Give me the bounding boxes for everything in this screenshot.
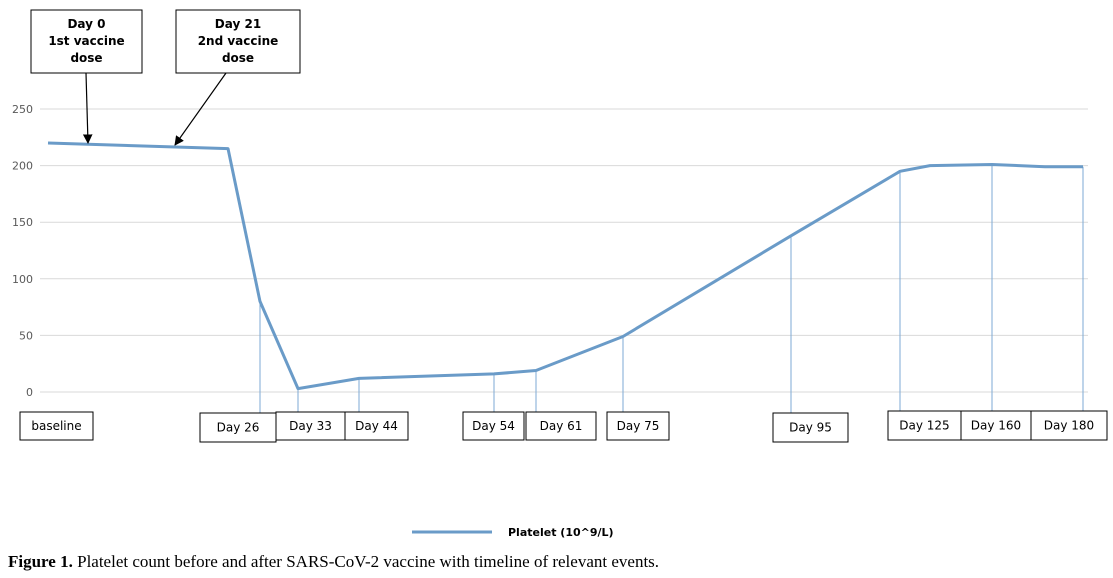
- timepoint-box: Day 44: [344, 411, 409, 441]
- callout-line: Day 0: [67, 17, 105, 31]
- callout-line: 1st vaccine: [48, 34, 124, 48]
- x-tick-label: Day 125: [899, 419, 949, 433]
- timepoint-box: Day 33: [275, 411, 346, 441]
- timepoint-box: Day 180: [1030, 410, 1108, 441]
- timepoint-box: Day 125: [887, 410, 962, 441]
- timepoint-box: Day 95: [772, 412, 849, 443]
- x-tick-label: Day 160: [971, 419, 1021, 433]
- series-platelet: [47, 141, 1083, 391]
- x-tick-label: baseline: [31, 419, 81, 433]
- y-tick-label: 50: [19, 329, 33, 342]
- y-tick-label: 100: [12, 273, 33, 286]
- callout-line: Day 21: [215, 17, 261, 31]
- vaccine-dose-callout: Day 0 1st vaccine dose: [30, 9, 143, 144]
- timepoint-box: Day 26: [199, 412, 277, 443]
- callout-arrow: [174, 72, 227, 146]
- timepoint-labels: baseline Day 26 Day 33 Day 44 Day 54 Day 61 Da…: [19, 410, 1108, 443]
- vaccine-dose-callout: Day 21 2nd vaccine dose: [174, 9, 301, 146]
- timepoint-box: Day 160: [960, 410, 1032, 441]
- legend-label: Platelet (10^9/L): [508, 526, 614, 539]
- gridlines: [40, 108, 1088, 393]
- timepoint-box: Day 54: [462, 411, 525, 441]
- x-tick-label: Day 61: [540, 419, 583, 433]
- callout-line: 2nd vaccine: [198, 34, 279, 48]
- figure-caption: Figure 1. Platelet count before and afte…: [8, 552, 659, 572]
- caption-text: Platelet count before and after SARS-CoV…: [72, 552, 660, 571]
- x-tick-label: Day 95: [789, 421, 832, 435]
- timepoint-box: baseline: [19, 411, 94, 441]
- y-tick-label: 0: [26, 386, 33, 399]
- series-line: [47, 141, 1083, 391]
- callout-line: dose: [222, 51, 254, 65]
- y-tick-label: 200: [12, 160, 33, 173]
- y-tick-label: 150: [12, 216, 33, 229]
- y-axis-ticks: 0 50 100 150 200 250: [12, 103, 33, 399]
- x-tick-label: Day 54: [472, 419, 515, 433]
- x-tick-label: Day 33: [289, 419, 332, 433]
- platelet-chart: 0 50 100 150 200 250 baseline Day 26 Day 33 Day …: [12, 9, 1108, 539]
- callout-line: dose: [70, 51, 102, 65]
- x-tick-label: Day 44: [355, 419, 398, 433]
- event-callouts: Day 0 1st vaccine dose Day 21 2nd vaccine dos…: [30, 9, 301, 146]
- callout-arrow: [82, 72, 93, 144]
- y-tick-label: 250: [12, 103, 33, 116]
- legend: Platelet (10^9/L): [412, 526, 614, 539]
- x-tick-label: Day 75: [617, 419, 660, 433]
- figure-label: Figure 1.: [8, 552, 73, 571]
- x-tick-label: Day 180: [1044, 419, 1094, 433]
- timepoint-box: Day 75: [606, 411, 670, 441]
- timepoint-box: Day 61: [525, 411, 597, 441]
- x-tick-label: Day 26: [217, 421, 260, 435]
- drop-lines: [259, 164, 1084, 413]
